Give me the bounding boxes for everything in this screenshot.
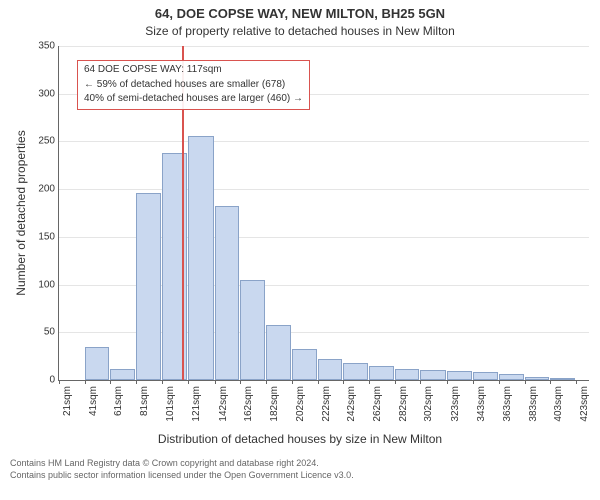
xtick-mark xyxy=(318,380,319,384)
histogram-bar xyxy=(110,369,135,380)
ytick-label: 100 xyxy=(38,279,55,290)
histogram-bar xyxy=(85,347,110,380)
xtick-label: 121sqm xyxy=(191,386,202,422)
xtick-mark xyxy=(447,380,448,384)
gridline-h xyxy=(59,380,589,381)
xtick-label: 202sqm xyxy=(295,386,306,422)
xtick-label: 101sqm xyxy=(165,386,176,422)
callout-line: 64 DOE COPSE WAY: 117sqm xyxy=(84,63,303,78)
xtick-mark xyxy=(473,380,474,384)
xtick-label: 403sqm xyxy=(553,386,564,422)
xtick-mark xyxy=(550,380,551,384)
xtick-mark xyxy=(292,380,293,384)
gridline-h xyxy=(59,141,589,142)
callout-box: 64 DOE COPSE WAY: 117sqm← 59% of detache… xyxy=(77,60,310,110)
credits-block: Contains HM Land Registry data © Crown c… xyxy=(10,458,354,481)
histogram-bar xyxy=(188,136,214,380)
xtick-mark xyxy=(395,380,396,384)
xtick-mark xyxy=(525,380,526,384)
xtick-label: 21sqm xyxy=(62,386,73,416)
xtick-label: 262sqm xyxy=(372,386,383,422)
plot-area: 05010015020025030035021sqm41sqm61sqm81sq… xyxy=(58,46,589,381)
credits-line-2: Contains public sector information licen… xyxy=(10,470,354,482)
y-axis-label: Number of detached properties xyxy=(14,130,28,295)
xtick-label: 182sqm xyxy=(269,386,280,422)
xtick-label: 242sqm xyxy=(346,386,357,422)
ytick-label: 0 xyxy=(49,375,55,386)
xtick-label: 363sqm xyxy=(502,386,513,422)
ytick-label: 250 xyxy=(38,136,55,147)
xtick-label: 323sqm xyxy=(450,386,461,422)
xtick-mark xyxy=(240,380,241,384)
xtick-mark xyxy=(499,380,500,384)
gridline-h xyxy=(59,46,589,47)
xtick-label: 222sqm xyxy=(321,386,332,422)
histogram-bar xyxy=(473,372,498,380)
credits-line-1: Contains HM Land Registry data © Crown c… xyxy=(10,458,354,470)
chart-subtitle: Size of property relative to detached ho… xyxy=(0,24,600,38)
histogram-bar xyxy=(292,349,317,380)
xtick-label: 383sqm xyxy=(528,386,539,422)
xtick-mark xyxy=(162,380,163,384)
xtick-mark xyxy=(59,380,60,384)
gridline-h xyxy=(59,189,589,190)
callout-line: 40% of semi-detached houses are larger (… xyxy=(84,92,303,107)
callout-line: ← 59% of detached houses are smaller (67… xyxy=(84,78,303,93)
xtick-label: 343sqm xyxy=(476,386,487,422)
xtick-mark xyxy=(188,380,189,384)
xtick-label: 61sqm xyxy=(113,386,124,416)
ytick-label: 350 xyxy=(38,41,55,52)
xtick-label: 81sqm xyxy=(139,386,150,416)
x-axis-label: Distribution of detached houses by size … xyxy=(0,432,600,446)
chart-figure: { "title": "64, DOE COPSE WAY, NEW MILTO… xyxy=(0,0,600,500)
xtick-mark xyxy=(215,380,216,384)
xtick-mark xyxy=(266,380,267,384)
ytick-label: 150 xyxy=(38,231,55,242)
histogram-bar xyxy=(318,359,343,380)
xtick-label: 423sqm xyxy=(579,386,590,422)
xtick-mark xyxy=(420,380,421,384)
histogram-bar xyxy=(447,371,472,380)
xtick-mark xyxy=(110,380,111,384)
xtick-label: 162sqm xyxy=(243,386,254,422)
histogram-bar xyxy=(499,374,524,380)
xtick-mark xyxy=(343,380,344,384)
histogram-bar xyxy=(395,369,420,380)
histogram-bar xyxy=(240,280,265,380)
histogram-bar xyxy=(525,377,550,380)
histogram-bar xyxy=(550,378,575,380)
histogram-bar xyxy=(420,370,446,380)
histogram-bar xyxy=(136,193,161,380)
xtick-label: 302sqm xyxy=(423,386,434,422)
ytick-label: 50 xyxy=(44,327,55,338)
ytick-label: 300 xyxy=(38,88,55,99)
xtick-label: 142sqm xyxy=(218,386,229,422)
xtick-label: 282sqm xyxy=(398,386,409,422)
ytick-label: 200 xyxy=(38,184,55,195)
xtick-label: 41sqm xyxy=(88,386,99,416)
xtick-mark xyxy=(136,380,137,384)
histogram-bar xyxy=(369,366,394,380)
histogram-bar xyxy=(343,363,368,380)
histogram-bar xyxy=(215,206,240,380)
histogram-bar xyxy=(266,325,291,380)
xtick-mark xyxy=(85,380,86,384)
xtick-mark xyxy=(369,380,370,384)
xtick-mark xyxy=(576,380,577,384)
chart-title: 64, DOE COPSE WAY, NEW MILTON, BH25 5GN xyxy=(0,6,600,21)
